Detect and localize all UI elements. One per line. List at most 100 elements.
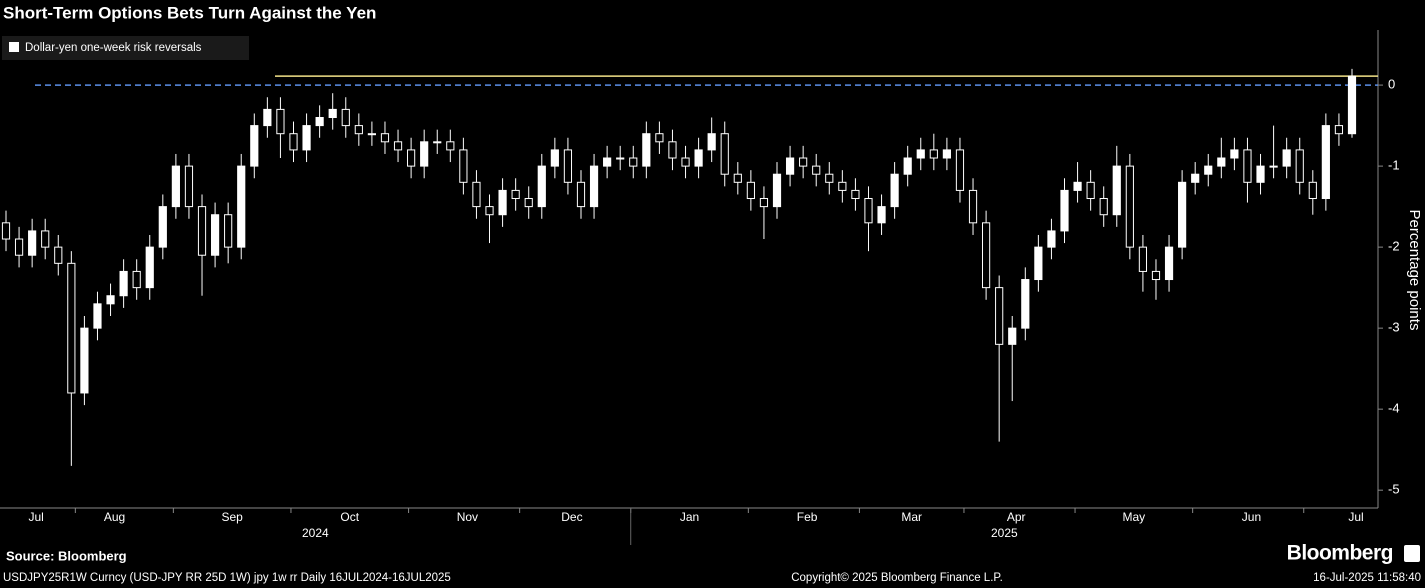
x-tick-label: Aug xyxy=(104,510,125,524)
footer-center: Copyright© 2025 Bloomberg Finance L.P. xyxy=(791,572,1003,584)
candle-body xyxy=(694,149,703,167)
candle-body xyxy=(184,165,194,208)
candle-body xyxy=(446,141,455,151)
candle-body xyxy=(1230,149,1239,159)
candle-body xyxy=(916,149,925,159)
candle-body xyxy=(1217,157,1226,167)
candle-body xyxy=(995,287,1004,345)
candle-body xyxy=(197,206,207,256)
candle-body xyxy=(890,173,899,208)
candle-body xyxy=(498,189,507,216)
candle-body xyxy=(1295,149,1304,183)
candle-body xyxy=(433,141,442,144)
candle-body xyxy=(1321,125,1330,200)
candle-body xyxy=(1112,165,1121,216)
candle-body xyxy=(929,149,938,159)
candle-body xyxy=(1178,181,1187,248)
candle-body xyxy=(616,157,625,160)
x-tick-label: Jun xyxy=(1242,510,1261,524)
candle-body xyxy=(1334,125,1344,135)
candle-body xyxy=(537,165,546,208)
footer-right: 16-Jul-2025 11:58:40 xyxy=(1313,572,1421,584)
source: Source: Bloomberg xyxy=(6,548,127,563)
y-tick-label: -4 xyxy=(1388,401,1400,416)
candle-body xyxy=(825,173,834,183)
candle-body xyxy=(1047,230,1056,248)
candle-body xyxy=(603,157,612,167)
candle-body xyxy=(106,295,115,305)
candle-body xyxy=(799,157,808,167)
candle-body xyxy=(1347,75,1357,135)
candle-body xyxy=(759,198,769,208)
candle-body xyxy=(276,108,285,135)
brand: Bloomberg xyxy=(1287,542,1393,565)
candle-body xyxy=(1256,165,1265,183)
candle-body xyxy=(785,157,795,175)
candle-body xyxy=(1282,149,1291,167)
candle-body xyxy=(380,133,390,143)
candle-body xyxy=(1138,246,1148,272)
candle-body xyxy=(1308,181,1317,200)
candle-body xyxy=(80,327,89,394)
candle-body xyxy=(524,198,533,208)
candle-body xyxy=(1060,189,1069,232)
candle-body xyxy=(328,108,337,118)
candle-body xyxy=(14,238,24,256)
footer-left: USDJPY25R1W Curncy (USD-JPY RR 25D 1W) j… xyxy=(3,572,451,584)
candle-body xyxy=(289,133,298,151)
candle-body xyxy=(968,189,978,224)
candle-body xyxy=(41,230,50,248)
y-tick-label: -3 xyxy=(1388,320,1400,335)
x-tick-label: Dec xyxy=(561,510,582,524)
x-tick-label: Sep xyxy=(221,510,243,524)
candle-body xyxy=(1243,149,1252,183)
candle-body xyxy=(93,303,102,329)
candle-body xyxy=(982,222,991,289)
candle-body xyxy=(407,149,416,167)
candle-body xyxy=(67,262,76,394)
chart-title: Short-Term Options Bets Turn Against the… xyxy=(3,3,376,22)
x-tick-label: Jul xyxy=(1348,510,1363,524)
x-tick-label: Feb xyxy=(797,510,818,524)
candle-body xyxy=(1125,165,1134,248)
y-axis-title: Percentage points xyxy=(1406,210,1423,331)
x-tick-label: Apr xyxy=(1007,510,1026,524)
candle-body xyxy=(315,116,324,127)
x-tick-label: Jan xyxy=(680,510,699,524)
candle-body xyxy=(550,149,559,167)
candle-body xyxy=(224,214,233,248)
candle-body xyxy=(838,181,847,191)
x-tick-label: Mar xyxy=(901,510,922,524)
candle-body xyxy=(1021,279,1030,329)
y-tick-label: 0 xyxy=(1388,77,1395,92)
candle-body xyxy=(1034,246,1043,281)
brand-icon xyxy=(1404,545,1420,562)
candle-body xyxy=(642,133,651,167)
x-tick-label: Oct xyxy=(340,510,359,524)
candle-body xyxy=(1151,270,1161,281)
y-tick-label: -1 xyxy=(1388,158,1400,173)
candle-body xyxy=(341,108,350,127)
candle-body xyxy=(1204,165,1213,175)
legend-swatch xyxy=(9,42,19,52)
candle-body xyxy=(1099,198,1108,216)
candle-body xyxy=(707,133,716,151)
candle-body xyxy=(485,206,494,216)
x-tick-label: Nov xyxy=(457,510,478,524)
candle-body xyxy=(903,157,912,175)
candle-body xyxy=(1269,165,1278,168)
candle-body xyxy=(668,141,677,159)
candle-body xyxy=(250,125,259,167)
candle-body xyxy=(1086,181,1095,200)
y-tick-label: -5 xyxy=(1388,482,1400,497)
candle-body xyxy=(302,125,311,151)
candle-body xyxy=(367,133,376,136)
candle-body xyxy=(459,149,468,183)
candle-body xyxy=(1191,173,1200,183)
candle-body xyxy=(1073,181,1082,191)
x-tick-label: May xyxy=(1123,510,1146,524)
candle-body xyxy=(733,173,742,183)
year-label: 2025 xyxy=(991,526,1018,540)
